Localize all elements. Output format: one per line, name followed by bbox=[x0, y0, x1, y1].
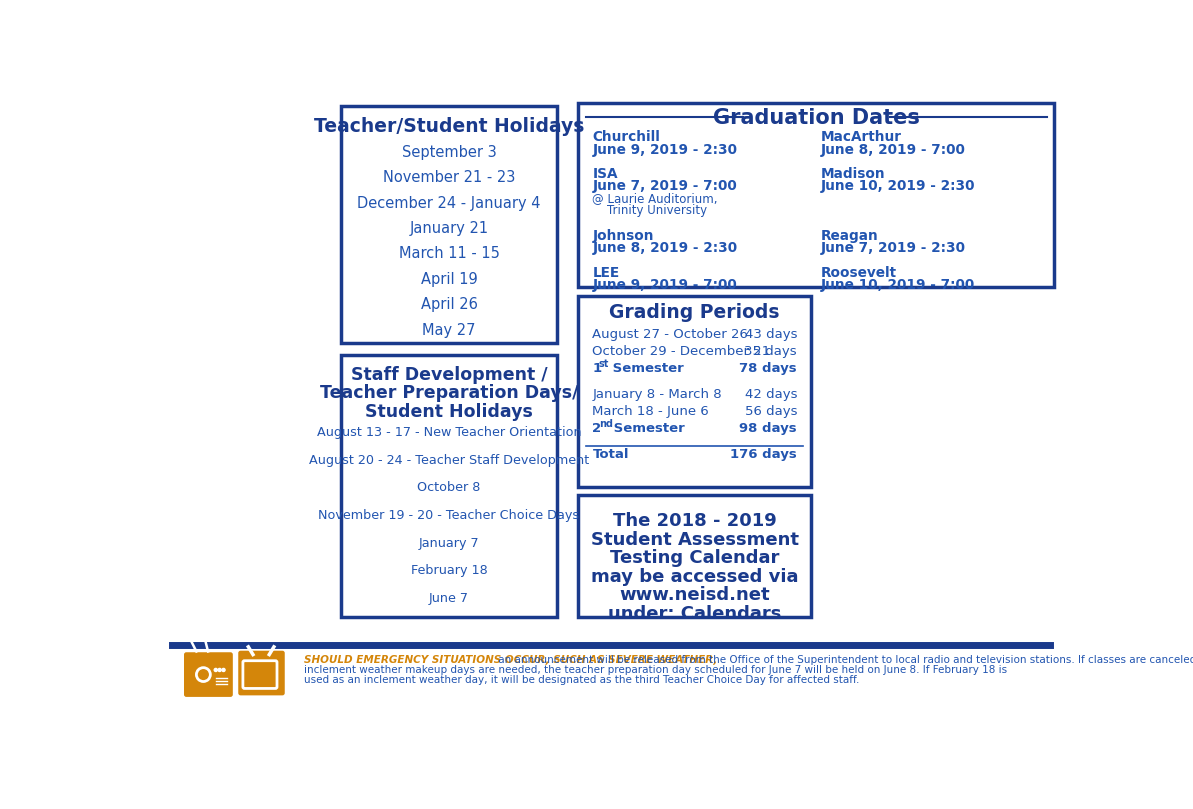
Text: Staff Development /: Staff Development / bbox=[351, 366, 548, 383]
Text: October 8: October 8 bbox=[418, 481, 481, 494]
Text: August 13 - 17 - New Teacher Orientation: August 13 - 17 - New Teacher Orientation bbox=[316, 426, 581, 438]
Text: st: st bbox=[599, 359, 608, 369]
Bar bbox=[579, 296, 811, 487]
Bar bbox=[341, 355, 557, 616]
Text: Semester: Semester bbox=[610, 422, 685, 435]
Text: Student Assessment: Student Assessment bbox=[591, 531, 799, 549]
Text: September 3: September 3 bbox=[402, 145, 496, 160]
Text: January 21: January 21 bbox=[409, 221, 489, 236]
Text: Trinity University: Trinity University bbox=[593, 204, 707, 217]
Text: Teacher/Student Holidays: Teacher/Student Holidays bbox=[314, 117, 585, 136]
FancyBboxPatch shape bbox=[184, 652, 233, 697]
Text: June 9, 2019 - 2:30: June 9, 2019 - 2:30 bbox=[593, 142, 737, 156]
Text: Total: Total bbox=[593, 448, 629, 461]
Text: may be accessed via: may be accessed via bbox=[591, 568, 798, 586]
Text: June 10, 2019 - 7:00: June 10, 2019 - 7:00 bbox=[821, 278, 975, 292]
Text: MacArthur: MacArthur bbox=[821, 130, 901, 144]
Text: @ Laurie Auditorium,: @ Laurie Auditorium, bbox=[593, 192, 718, 205]
Text: 43 days: 43 days bbox=[744, 328, 797, 341]
Text: October 29 - December 21: October 29 - December 21 bbox=[593, 345, 771, 358]
Text: Grading Periods: Grading Periods bbox=[610, 303, 780, 323]
Text: June 9, 2019 - 7:00: June 9, 2019 - 7:00 bbox=[593, 278, 737, 292]
Text: www.neisd.net: www.neisd.net bbox=[619, 586, 769, 604]
Bar bbox=[341, 106, 557, 344]
Text: an announcement will be released from the Office of the Superintendent to local : an announcement will be released from th… bbox=[495, 654, 1193, 664]
Text: November 19 - 20 - Teacher Choice Days: November 19 - 20 - Teacher Choice Days bbox=[319, 509, 580, 522]
Text: Madison: Madison bbox=[821, 167, 885, 181]
Text: 2: 2 bbox=[593, 422, 601, 435]
Text: June 8, 2019 - 2:30: June 8, 2019 - 2:30 bbox=[593, 241, 737, 255]
Text: Reagan: Reagan bbox=[821, 229, 878, 243]
Text: Teacher Preparation Days/: Teacher Preparation Days/ bbox=[320, 384, 579, 402]
Text: Student Holidays: Student Holidays bbox=[365, 403, 533, 421]
Text: Graduation Dates: Graduation Dates bbox=[713, 108, 920, 128]
Text: 56 days: 56 days bbox=[744, 405, 797, 418]
Text: LEE: LEE bbox=[593, 265, 619, 280]
Text: SHOULD EMERGENCY SITUATIONS OCCUR, SUCH AS SEVERE WEATHER,: SHOULD EMERGENCY SITUATIONS OCCUR, SUCH … bbox=[304, 654, 717, 664]
Text: SHOULD EMERGENCY SITUATIONS OCCUR, SUCH AS SEVERE WEATHER, an announcement will : SHOULD EMERGENCY SITUATIONS OCCUR, SUCH … bbox=[304, 654, 1193, 664]
Text: Johnson: Johnson bbox=[593, 229, 654, 243]
Text: 78 days: 78 days bbox=[740, 362, 797, 375]
Text: June 10, 2019 - 2:30: June 10, 2019 - 2:30 bbox=[821, 180, 975, 193]
Text: April 26: April 26 bbox=[421, 297, 477, 312]
Text: used as an inclement weather day, it will be designated as the third Teacher Cho: used as an inclement weather day, it wil… bbox=[304, 675, 859, 684]
Text: inclement weather makeup days are needed, the teacher preparation day scheduled : inclement weather makeup days are needed… bbox=[304, 664, 1007, 675]
Bar bbox=[579, 495, 811, 616]
Text: 35 days: 35 days bbox=[744, 345, 797, 358]
Text: Semester: Semester bbox=[608, 362, 684, 375]
Text: June 7, 2019 - 2:30: June 7, 2019 - 2:30 bbox=[821, 241, 965, 255]
Circle shape bbox=[215, 668, 217, 671]
Text: Testing Calendar: Testing Calendar bbox=[610, 549, 779, 567]
Text: March 11 - 15: March 11 - 15 bbox=[398, 247, 500, 261]
Text: Churchill: Churchill bbox=[593, 130, 660, 144]
Circle shape bbox=[218, 668, 221, 671]
Text: Roosevelt: Roosevelt bbox=[821, 265, 896, 280]
Text: 1: 1 bbox=[593, 362, 601, 375]
Text: June 8, 2019 - 7:00: June 8, 2019 - 7:00 bbox=[821, 142, 965, 156]
Circle shape bbox=[222, 668, 225, 671]
Text: June 7, 2019 - 7:00: June 7, 2019 - 7:00 bbox=[593, 180, 737, 193]
Text: nd: nd bbox=[599, 419, 613, 429]
Text: The 2018 - 2019: The 2018 - 2019 bbox=[613, 512, 777, 530]
FancyBboxPatch shape bbox=[243, 661, 277, 688]
Text: August 27 - October 26: August 27 - October 26 bbox=[593, 328, 748, 341]
Text: March 18 - June 6: March 18 - June 6 bbox=[593, 405, 709, 418]
FancyBboxPatch shape bbox=[239, 650, 285, 696]
Text: December 24 - January 4: December 24 - January 4 bbox=[357, 196, 540, 210]
Text: November 21 - 23: November 21 - 23 bbox=[383, 170, 515, 185]
Text: February 18: February 18 bbox=[410, 565, 488, 578]
Text: August 20 - 24 - Teacher Staff Development: August 20 - 24 - Teacher Staff Developme… bbox=[309, 454, 589, 467]
Text: 98 days: 98 days bbox=[740, 422, 797, 435]
Text: 176 days: 176 days bbox=[730, 448, 797, 461]
Text: June 7: June 7 bbox=[429, 592, 469, 605]
Text: May 27: May 27 bbox=[422, 323, 476, 337]
Text: under: Calendars: under: Calendars bbox=[608, 604, 781, 622]
Text: January 8 - March 8: January 8 - March 8 bbox=[593, 388, 722, 401]
Text: ISA: ISA bbox=[593, 167, 618, 181]
Bar bbox=[579, 104, 1055, 286]
Text: January 7: January 7 bbox=[419, 536, 480, 550]
Text: 42 days: 42 days bbox=[744, 388, 797, 401]
Text: April 19: April 19 bbox=[421, 272, 477, 287]
